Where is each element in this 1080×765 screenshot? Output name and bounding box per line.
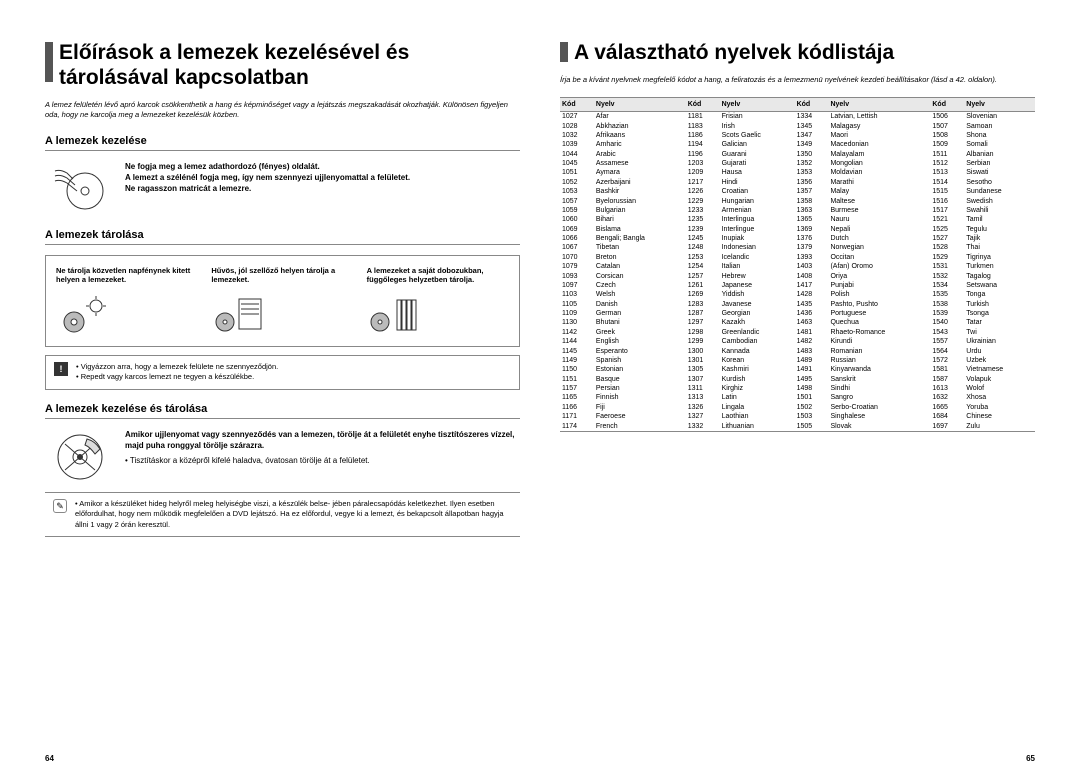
right-title: A választható nyelvek kódlistája xyxy=(560,40,1035,65)
left-page: Előírások a lemezek kezelésével és tárol… xyxy=(45,40,520,745)
maintenance-header: A lemezek kezelése és tárolása xyxy=(45,400,520,419)
table-row: 1165Finnish1313Latin1501Sangro1632Xhosa xyxy=(560,393,1035,402)
table-row: 1060Bihari1235Interlingua1365Nauru1521Ta… xyxy=(560,215,1035,224)
table-row: 1027Afar1181Frisian1334Latvian, Lettish1… xyxy=(560,111,1035,121)
table-row: 1051Aymara1209Hausa1353Moldavian1513Sisw… xyxy=(560,168,1035,177)
table-row: 1109German1287Georgian1436Portuguese1539… xyxy=(560,309,1035,318)
table-row: 1067Tibetan1248Indonesian1379Norwegian15… xyxy=(560,243,1035,252)
handling-row: Ne fogja meg a lemez adathordozó (fényes… xyxy=(45,161,520,216)
table-row: 1066Bengali; Bangla1245Inupiak1376Dutch1… xyxy=(560,234,1035,243)
table-row: 1059Bulgarian1233Armenian1363Burmese1517… xyxy=(560,206,1035,215)
table-row: 1166Fiji1326Lingala1502Serbo-Croatian166… xyxy=(560,403,1035,412)
disc-hold-icon xyxy=(45,161,115,216)
table-row: 1151Basque1307Kurdish1495Sanskrit1587Vol… xyxy=(560,374,1035,383)
table-row: 1070Breton1253Icelandic1393Occitan1529Ti… xyxy=(560,253,1035,262)
table-row: 1044Arabic1196Guarani1350Malayalam1511Al… xyxy=(560,149,1035,158)
table-row: 1069Bislama1239Interlingue1369Nepali1525… xyxy=(560,224,1035,233)
right-page: A választható nyelvek kódlistája Írja be… xyxy=(560,40,1035,745)
warn-bullet-1: Vigyázzon arra, hogy a lemezek felülete … xyxy=(76,362,278,373)
left-description: A lemez felületén lévő apró karcok csökk… xyxy=(45,100,520,120)
warning-icon: ! xyxy=(54,362,68,376)
disc-clean-icon xyxy=(45,429,115,484)
warn-bullet-2: Repedt vagy karcos lemezt ne tegyen a ké… xyxy=(76,372,278,383)
note-box: ✎ Amikor a készüléket hideg helyről mele… xyxy=(45,492,520,538)
table-row: 1149Spanish1301Korean1489Russian1572Uzbe… xyxy=(560,356,1035,365)
warning-box: ! Vigyázzon arra, hogy a lemezek felület… xyxy=(45,355,520,390)
table-row: 1150Estonian1305Kashmiri1491Kinyarwanda1… xyxy=(560,365,1035,374)
storage-boxes: Ne tárolja közvetlen napfénynek kitett h… xyxy=(45,255,520,347)
handling-header: A lemezek kezelése xyxy=(45,132,520,151)
storage-box-3: A lemezeket a saját dobozukban, függőleg… xyxy=(363,262,513,340)
table-row: 1045Assamese1203Gujarati1352Mongolian151… xyxy=(560,159,1035,168)
storage-box-2: Hűvös, jól szellőző helyen tárolja a lem… xyxy=(207,262,357,340)
table-row: 1157Persian1311Kirghiz1498Sindhi1613Wolo… xyxy=(560,384,1035,393)
ventilation-icon xyxy=(211,294,266,334)
table-row: 1079Catalan1254Italian1403(Afan) Oromo15… xyxy=(560,262,1035,271)
table-row: 1097Czech1261Japanese1417Punjabi1534Sets… xyxy=(560,281,1035,290)
note-icon: ✎ xyxy=(53,499,67,513)
table-row: 1174French1332Lithuanian1505Slovak1697Zu… xyxy=(560,421,1035,431)
table-row: 1039Amharic1194Galician1349Macedonian150… xyxy=(560,140,1035,149)
page-number-left: 64 xyxy=(45,754,54,763)
table-row: 1105Danish1283Javanese1435Pashto, Pushto… xyxy=(560,299,1035,308)
table-row: 1103Welsh1269Yiddish1428Polish1535Tonga xyxy=(560,290,1035,299)
maintenance-text: Amikor ujjlenyomat vagy szennyeződés van… xyxy=(125,429,520,467)
maint-bullet: Tisztításkor a középről kifelé haladva, … xyxy=(125,455,520,466)
storage-box-1: Ne tárolja közvetlen napfénynek kitett h… xyxy=(52,262,202,340)
table-row: 1053Bashkir1226Croatian1357Malay1515Sund… xyxy=(560,187,1035,196)
table-row: 1130Bhutani1297Kazakh1463Quechua1540Tata… xyxy=(560,318,1035,327)
left-title: Előírások a lemezek kezelésével és tárol… xyxy=(45,40,520,90)
table-header-row: KódNyelv KódNyelv KódNyelv KódNyelv xyxy=(560,97,1035,111)
page-number-right: 65 xyxy=(1026,754,1035,763)
table-row: 1057Byelorussian1229Hungarian1358Maltese… xyxy=(560,196,1035,205)
storage-header: A lemezek tárolása xyxy=(45,226,520,245)
note-text: Amikor a készüléket hideg helyről meleg … xyxy=(75,499,512,531)
table-row: 1093Corsican1257Hebrew1408Oriya1532Tagal… xyxy=(560,271,1035,280)
table-row: 1052Azerbaijani1217Hindi1356Marathi1514S… xyxy=(560,178,1035,187)
vertical-case-icon xyxy=(367,294,422,334)
table-row: 1028Abkhazian1183Irish1345Malagasy1507Sa… xyxy=(560,121,1035,130)
right-description: Írja be a kívánt nyelvnek megfelelő kódo… xyxy=(560,75,1035,85)
sun-disc-icon xyxy=(56,294,111,334)
table-row: 1144English1299Cambodian1482Kirundi1557U… xyxy=(560,337,1035,346)
table-row: 1032Afrikaans1186Scots Gaelic1347Maori15… xyxy=(560,131,1035,140)
table-row: 1142Greek1298Greenlandic1481Rhaeto-Roman… xyxy=(560,328,1035,337)
table-row: 1171Faeroese1327Laothian1503Singhalese16… xyxy=(560,412,1035,421)
table-row: 1145Esperanto1300Kannada1483Romanian1564… xyxy=(560,346,1035,355)
handling-text: Ne fogja meg a lemez adathordozó (fényes… xyxy=(125,161,520,195)
maintenance-row: Amikor ujjlenyomat vagy szennyeződés van… xyxy=(45,429,520,484)
language-code-table: KódNyelv KódNyelv KódNyelv KódNyelv 1027… xyxy=(560,97,1035,432)
